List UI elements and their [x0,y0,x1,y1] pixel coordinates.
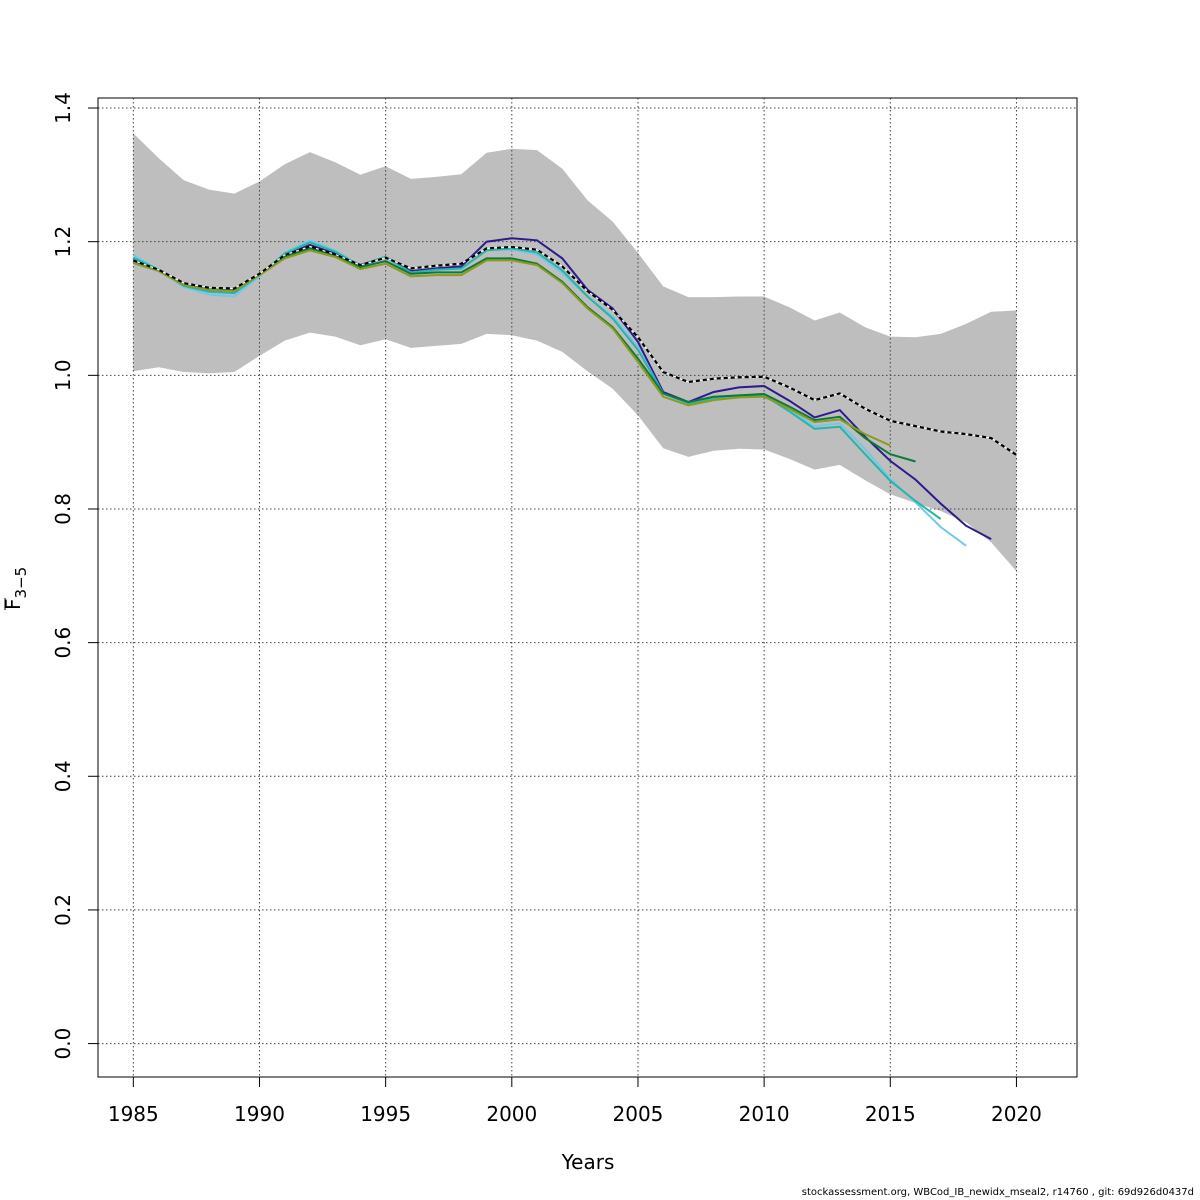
series-line-0-top [132,245,1017,456]
y-tick-label-1: 0.2 [51,894,75,926]
y-tick-label-2: 0.4 [51,760,75,792]
footer-caption: stockassessment.org, WBCod_IB_newidx_mse… [801,1187,1194,1198]
y-axis-title-main: F [1,598,25,610]
y-tick-label-7: 1.4 [51,92,75,124]
svg-text:F3−5: F3−5 [1,567,30,610]
y-tick-label-0: 0.0 [51,1028,75,1060]
x-axis-title: Years [561,1150,615,1174]
x-tick-label-1995: 1995 [360,1102,411,1126]
series-layer [132,237,1017,547]
x-tick-label-1990: 1990 [234,1102,285,1126]
x-tick-label-2015: 2015 [865,1102,916,1126]
y-tick-label-5: 1.0 [51,359,75,391]
x-tick-label-1985: 1985 [108,1102,159,1126]
x-tick-label-2010: 2010 [739,1102,790,1126]
x-tick-label-2000: 2000 [486,1102,537,1126]
grid-layer [98,98,1077,1077]
confidence-band-layer [133,133,1017,572]
series-line-5 [132,249,891,447]
y-tick-label-6: 1.2 [51,226,75,258]
y-tick-label-3: 0.6 [51,627,75,659]
axis-layer: 1985 1990 1995 2000 2005 2010 2015 2020 0.0 0.2 0.… [51,92,1042,1126]
y-axis-title: F3−5 [1,567,30,610]
x-tick-label-2020: 2020 [991,1102,1042,1126]
y-axis-title-subscript: 3−5 [12,567,30,599]
confidence-band [133,133,1017,572]
y-tick-label-4: 0.8 [51,493,75,525]
x-tick-label-2005: 2005 [613,1102,664,1126]
